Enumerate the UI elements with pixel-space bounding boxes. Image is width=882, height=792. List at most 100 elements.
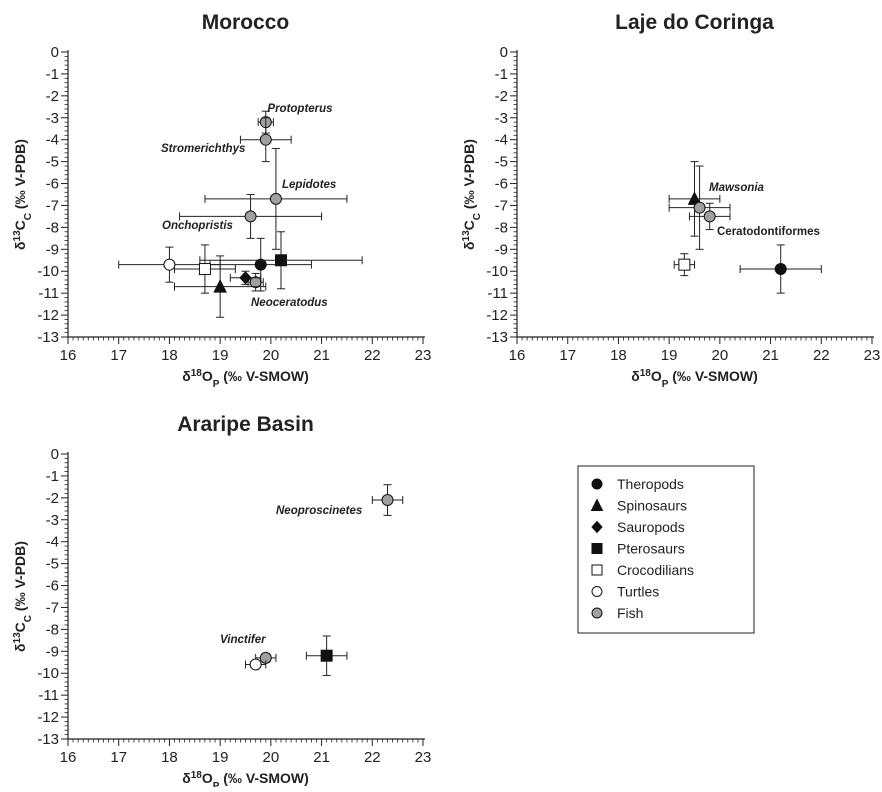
y-tick-label: -4 [495, 132, 508, 149]
y-tick-label: -8 [46, 621, 59, 638]
x-tick-label: 20 [263, 347, 280, 364]
y-tick-label: -1 [46, 66, 59, 83]
x-tick-label: 21 [762, 347, 779, 364]
legend-label: Fish [617, 605, 643, 621]
y-tick-label: -6 [46, 176, 59, 193]
marker-fish [244, 210, 257, 223]
legend-label: Pterosaurs [617, 541, 685, 557]
y-tick-label: -11 [487, 285, 508, 302]
x-tick-label: 22 [364, 749, 381, 766]
taxon-annotation: Ceratodontiformes [717, 226, 820, 238]
data-point-spinosaurs [174, 255, 267, 318]
legend-marker-crocodilians [591, 564, 603, 576]
legend-marker-turtles [591, 586, 603, 597]
data-point-theropods [209, 237, 312, 292]
y-tick-label: -2 [46, 490, 59, 507]
taxon-annotation: Lepidotes [282, 179, 336, 191]
chart-panel-3: Araripe Basin 16 17 18 19 20 21 22 23 0 -1 -2 -3 -4 -5… [12, 413, 432, 792]
data-point-theropods [739, 244, 822, 294]
y-tick-label: -1 [46, 468, 59, 485]
data-point-fish [371, 484, 404, 516]
marker-fish [249, 276, 262, 289]
y-tick-label: -7 [46, 599, 59, 616]
legend-item: Theropods [591, 476, 684, 492]
legend-item: Spinosaurs [590, 498, 687, 514]
x-tick-label: 22 [813, 347, 830, 364]
y-tick-label: -12 [486, 307, 508, 324]
y-tick-label: -13 [37, 731, 59, 748]
taxon-annotation: Onchopristis [162, 220, 233, 232]
y-tick-label: -13 [486, 329, 508, 346]
marker-spinosaurs [213, 278, 227, 293]
x-tick-label: 19 [212, 347, 229, 364]
chart-panel-2: Laje do Coringa 16 17 18 19 20 21 22 23 0 -1 -2 -3 -4… [461, 11, 881, 390]
data-point-crocodilians [673, 253, 695, 277]
x-tick-label: 16 [60, 347, 77, 364]
taxon-annotation: Neoceratodus [251, 297, 328, 309]
x-tick-label: 20 [263, 749, 280, 766]
x-tick-label: 17 [110, 749, 127, 766]
x-axis-label: δ18OP (‰ V-SMOW) [631, 368, 758, 390]
y-tick-label: -4 [46, 132, 59, 149]
legend-marker-fish [591, 607, 603, 619]
x-tick-label: 22 [364, 347, 381, 364]
legend-label: Spinosaurs [617, 498, 687, 514]
y-tick-label: -10 [486, 263, 508, 280]
y-tick-label: -2 [46, 88, 59, 105]
data-point-fish [204, 147, 348, 250]
data-point-spinosaurs [668, 161, 721, 237]
x-tick-label: 21 [313, 347, 330, 364]
marker-pterosaurs [320, 649, 333, 662]
legend-item: Fish [591, 605, 643, 621]
y-tick-label: 0 [51, 44, 59, 61]
taxon-annotation: Protopterus [267, 103, 332, 115]
y-tick-label: -7 [46, 197, 59, 214]
marker-pterosaurs [275, 254, 287, 267]
taxon-annotation: Neoproscinetes [276, 505, 362, 517]
x-tick-label: 16 [509, 347, 526, 364]
legend: Theropods Spinosaurs Sauropods Pterosaurs Cr… [577, 465, 755, 634]
y-tick-label: -5 [46, 556, 59, 573]
panel-title: Morocco [202, 11, 290, 34]
marker-turtles [163, 258, 176, 271]
y-tick-label: -5 [495, 154, 508, 171]
marker-fish [259, 133, 272, 146]
y-axis-label: δ13CC (‰ V-PDB) [12, 541, 34, 652]
legend-item: Turtles [591, 584, 659, 600]
y-tick-label: 0 [51, 446, 59, 463]
y-tick-label: -8 [495, 219, 508, 236]
x-tick-label: 19 [212, 749, 229, 766]
y-axis-label: δ13CC (‰ V-PDB) [461, 139, 483, 250]
y-tick-label: -13 [37, 329, 59, 346]
y-tick-label: -3 [46, 512, 59, 529]
data-point-fish [668, 165, 731, 250]
y-tick-label: -3 [495, 110, 508, 127]
x-tick-label: 16 [60, 749, 77, 766]
legend-item: Sauropods [591, 519, 685, 535]
y-tick-label: -6 [495, 176, 508, 193]
marker-spinosaurs [687, 191, 702, 205]
data-point-pterosaurs [199, 231, 363, 290]
x-tick-label: 23 [864, 347, 881, 364]
x-tick-label: 17 [559, 347, 576, 364]
marker-theropods [774, 263, 787, 276]
y-tick-label: -12 [37, 709, 59, 726]
data-point-fish [239, 117, 292, 163]
legend-item: Crocodilians [591, 562, 694, 578]
legend-marker-theropods [591, 478, 603, 490]
legend-marker-pterosaurs [591, 543, 603, 554]
x-tick-label: 18 [161, 347, 178, 364]
y-tick-label: -9 [46, 643, 59, 660]
x-tick-label: 19 [661, 347, 678, 364]
x-axis-label: δ18OP (‰ V-SMOW) [182, 368, 309, 390]
x-tick-label: 17 [110, 347, 127, 364]
x-tick-label: 18 [161, 749, 178, 766]
y-tick-label: -11 [38, 285, 59, 302]
legend-label: Turtles [617, 584, 659, 600]
x-tick-label: 23 [415, 749, 432, 766]
taxon-annotation: Vinctifer [220, 634, 266, 646]
y-tick-label: -10 [37, 665, 59, 682]
y-tick-label: -8 [46, 219, 59, 236]
